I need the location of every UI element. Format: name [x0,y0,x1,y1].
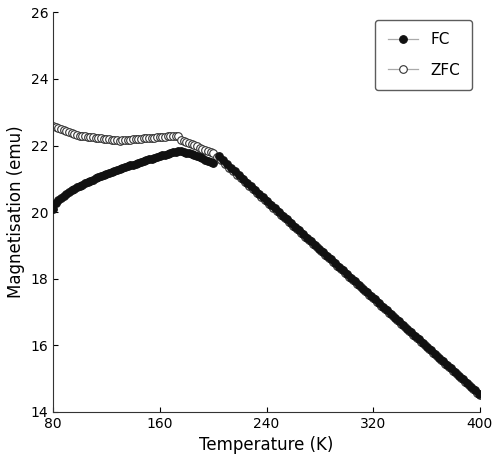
ZFC [133,136,139,142]
ZFC [50,123,56,128]
FC [444,362,450,367]
ZFC [406,328,412,334]
FC [178,148,184,154]
ZFC [477,392,483,398]
Y-axis label: Magnetisation (emu): Magnetisation (emu) [7,126,25,298]
FC [50,206,56,212]
FC [400,322,406,328]
FC [66,189,72,195]
Legend: FC, ZFC: FC, ZFC [376,20,472,90]
FC [296,228,302,233]
X-axis label: Temperature (K): Temperature (K) [200,436,334,454]
FC [276,209,281,215]
Line: FC: FC [50,147,482,398]
Line: ZFC: ZFC [50,122,484,399]
FC [476,391,482,396]
ZFC [454,372,460,377]
ZFC [234,172,240,177]
FC [268,202,274,207]
ZFC [189,142,195,147]
ZFC [176,133,182,138]
